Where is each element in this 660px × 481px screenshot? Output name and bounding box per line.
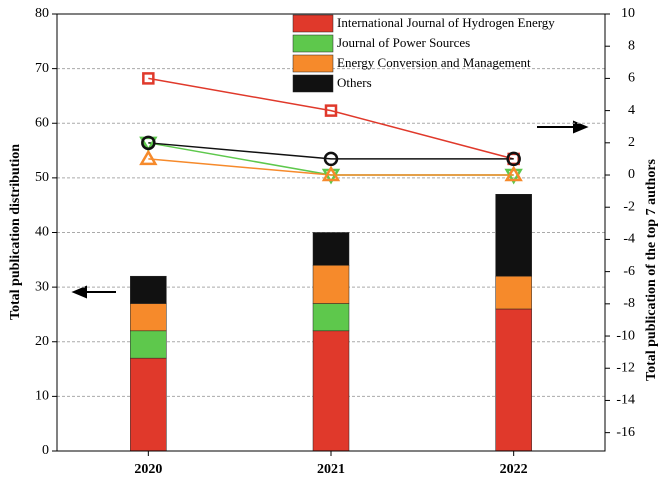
bar-segment	[130, 357, 167, 452]
x-tick-label: 2021	[317, 462, 345, 477]
legend-label: International Journal of Hydrogen Energy	[337, 15, 555, 30]
legend-swatch	[292, 54, 334, 73]
marker	[321, 165, 341, 182]
legend-swatch	[292, 74, 334, 93]
marker	[504, 165, 523, 182]
y2-tick-label: 2	[628, 135, 635, 150]
y-tick-label: 80	[35, 6, 49, 21]
bar-segment	[312, 330, 350, 452]
line	[148, 158, 514, 176]
marker	[142, 72, 155, 85]
left-arrow	[71, 285, 116, 299]
bar-segment	[495, 194, 532, 277]
legend-swatch	[292, 14, 334, 33]
legend-label: Journal of Power Sources	[337, 35, 470, 50]
y2-tick-label: -14	[616, 393, 635, 408]
y2-tick-label: -2	[623, 199, 635, 214]
bar-segment	[312, 232, 350, 266]
y-tick-label: 70	[35, 61, 49, 76]
legend-label: Energy Conversion and Management	[337, 55, 531, 70]
line	[148, 77, 514, 160]
y2-tick-label: 6	[628, 71, 635, 86]
marker	[141, 135, 156, 151]
legend-label: Others	[337, 75, 372, 90]
y-tick-label: 60	[35, 115, 49, 130]
y-tick-label: 20	[35, 334, 49, 349]
bar-segment	[495, 308, 532, 452]
y2-tick-label: -12	[616, 360, 635, 375]
bar-segment	[130, 275, 167, 304]
y-tick-label: 40	[35, 225, 49, 240]
x-tick-label: 2020	[134, 462, 162, 477]
bar-segment	[495, 275, 532, 310]
marker	[506, 151, 521, 167]
y-tick-label: 50	[35, 170, 49, 185]
y-tick-label: 30	[35, 279, 49, 294]
marker	[324, 104, 338, 117]
bar-segment	[130, 303, 167, 332]
plot-frame	[56, 13, 606, 452]
y2-tick-label: -10	[616, 328, 635, 343]
x-tick-label: 2022	[500, 462, 528, 477]
bar-segment	[130, 330, 167, 359]
line	[148, 142, 514, 160]
marker	[323, 151, 339, 167]
y2-tick-label: -4	[623, 232, 635, 247]
y-axis-label: Total publication distribution	[8, 144, 23, 320]
y-tick-label: 10	[35, 389, 49, 404]
y2-tick-label: -16	[616, 425, 635, 440]
marker	[139, 149, 158, 166]
bar-segment	[312, 265, 350, 304]
y2-tick-label: 10	[621, 6, 635, 21]
legend-swatch	[292, 34, 334, 53]
y2-tick-label: 0	[628, 167, 635, 182]
y2-tick-label: 4	[628, 103, 635, 118]
y-tick-label: 0	[42, 443, 49, 458]
bar-segment	[312, 303, 350, 332]
right-arrow	[537, 120, 589, 134]
y2-tick-label: -8	[623, 296, 635, 311]
y2-axis-label: Total publication of the top 7 authors	[644, 158, 659, 381]
y2-tick-label: 8	[628, 38, 635, 53]
legend: International Journal of Hydrogen Energy…	[292, 14, 555, 93]
y2-tick-label: -6	[623, 264, 635, 279]
